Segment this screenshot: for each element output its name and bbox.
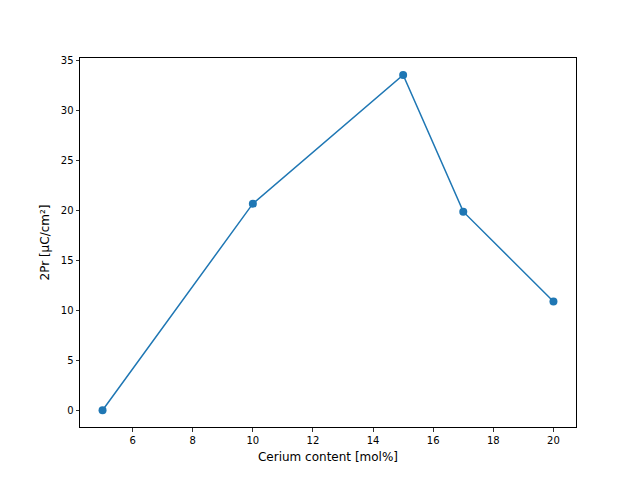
svg-text:12: 12: [307, 435, 320, 446]
svg-text:2Pr [µC/cm²]: 2Pr [µC/cm²]: [38, 205, 52, 281]
svg-text:5: 5: [67, 355, 73, 366]
svg-text:0: 0: [67, 405, 73, 416]
svg-text:20: 20: [61, 205, 74, 216]
svg-text:25: 25: [61, 155, 74, 166]
svg-text:14: 14: [367, 435, 380, 446]
svg-text:8: 8: [190, 435, 196, 446]
svg-text:Cerium content [mol%]: Cerium content [mol%]: [258, 450, 398, 464]
svg-text:6: 6: [129, 435, 135, 446]
svg-text:10: 10: [61, 305, 74, 316]
svg-text:30: 30: [61, 105, 74, 116]
svg-text:35: 35: [61, 55, 74, 66]
svg-text:18: 18: [487, 435, 500, 446]
svg-text:10: 10: [246, 435, 259, 446]
svg-text:15: 15: [61, 255, 74, 266]
svg-text:20: 20: [547, 435, 560, 446]
svg-text:16: 16: [427, 435, 440, 446]
